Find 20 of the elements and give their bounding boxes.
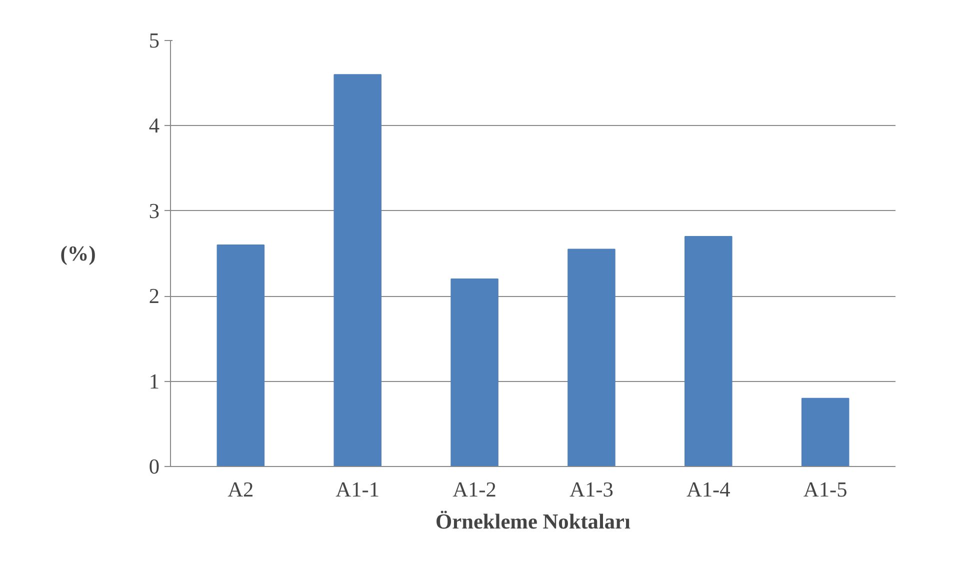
x-tick-label: A1-5 <box>803 478 848 502</box>
x-tick-label: A1-1 <box>336 478 380 502</box>
x-tick-label: A1-3 <box>570 478 614 502</box>
x-axis-title: Örnekleme Noktaları <box>436 510 631 534</box>
y-axis-title: (%) <box>60 242 96 266</box>
bar <box>450 278 498 466</box>
y-tick-label: 3 <box>148 198 160 223</box>
x-tick-label: A2 <box>228 478 254 502</box>
y-tick-label: 5 <box>148 28 160 52</box>
bar <box>801 398 850 466</box>
y-tick-label: 4 <box>148 114 160 138</box>
x-tick-label: A1-4 <box>686 478 731 502</box>
bar <box>216 244 265 466</box>
bar <box>684 236 732 466</box>
bar <box>334 74 382 466</box>
y-tick-label: 0 <box>148 454 160 478</box>
bar <box>568 248 616 466</box>
y-tick-label: 2 <box>148 284 160 308</box>
x-tick-label: A1-2 <box>452 478 496 502</box>
y-tick-label: 1 <box>148 369 160 394</box>
